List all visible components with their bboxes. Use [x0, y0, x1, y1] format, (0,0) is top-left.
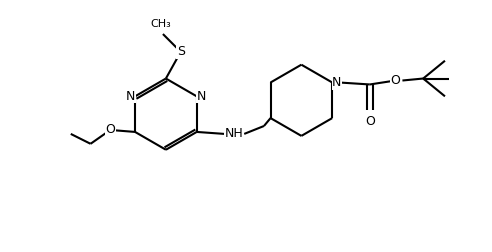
Text: O: O: [105, 123, 115, 136]
Text: CH₃: CH₃: [151, 19, 171, 29]
Text: N: N: [125, 90, 135, 103]
Text: O: O: [391, 74, 400, 87]
Text: N: N: [332, 76, 341, 89]
Text: NH: NH: [225, 128, 244, 140]
Text: S: S: [177, 45, 184, 58]
Text: O: O: [365, 115, 375, 128]
Text: N: N: [197, 90, 206, 103]
